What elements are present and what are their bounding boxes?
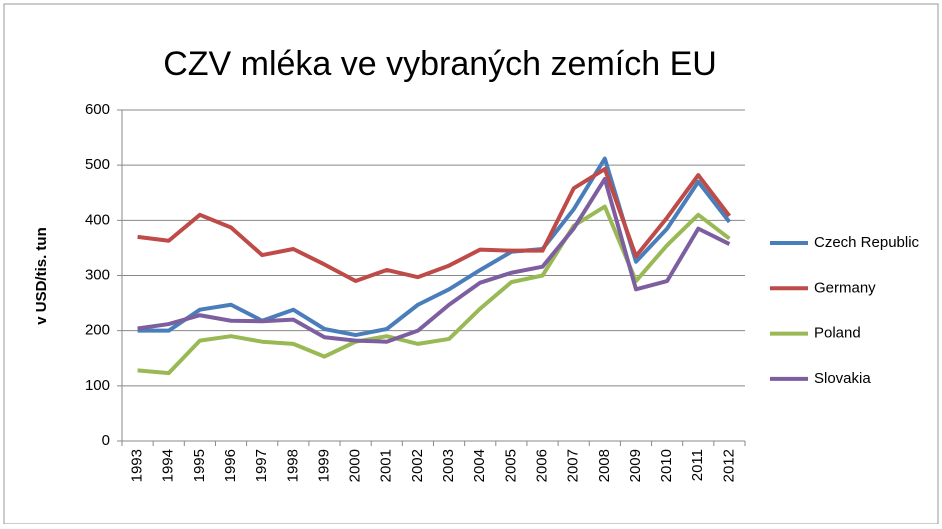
y-tick-label: 0 — [102, 432, 110, 449]
x-tick-label: 2009 — [627, 449, 644, 482]
legend-label: Poland — [814, 325, 861, 342]
x-tick-label: 2011 — [689, 449, 706, 481]
x-tick-label: 1995 — [191, 449, 208, 482]
x-tick-label: 2005 — [502, 449, 519, 482]
x-tick-label: 2000 — [347, 449, 364, 482]
x-tick-label: 2003 — [440, 449, 457, 482]
x-tick-label: 1993 — [129, 449, 146, 482]
y-tick-label: 300 — [85, 266, 110, 283]
series-line — [137, 176, 731, 344]
chart-title: CZV mléka ve vybraných zemích EU — [163, 45, 717, 83]
x-tick-label: 2004 — [471, 449, 488, 482]
x-tick-label: 1996 — [222, 449, 239, 482]
x-tick-label: 2001 — [378, 449, 395, 482]
x-tick-label: 1994 — [160, 449, 177, 482]
x-tick-label: 2008 — [596, 449, 613, 482]
y-axis-label: v USD/tis. tun — [33, 227, 50, 325]
x-tick-label: 2007 — [565, 449, 582, 482]
x-tick-label: 1999 — [315, 449, 332, 482]
x-tick-label: 2006 — [533, 449, 550, 482]
y-tick-label: 600 — [85, 101, 110, 118]
y-tick-label: 200 — [85, 322, 110, 339]
y-tick-label: 400 — [85, 211, 110, 228]
legend-label: Czech Republic — [814, 234, 920, 251]
x-tick-label: 2012 — [720, 449, 737, 482]
x-tick-label: 2002 — [409, 449, 426, 482]
x-tick-label: 2010 — [658, 449, 675, 482]
y-tick-label: 500 — [85, 156, 110, 173]
x-tick-label: 1997 — [253, 449, 270, 482]
series-line — [137, 167, 732, 284]
legend-label: Germany — [814, 279, 876, 296]
x-tick-label: 1998 — [284, 449, 301, 482]
legend-label: Slovakia — [814, 370, 871, 387]
y-tick-label: 100 — [85, 377, 110, 394]
chart-frame — [3, 3, 939, 525]
